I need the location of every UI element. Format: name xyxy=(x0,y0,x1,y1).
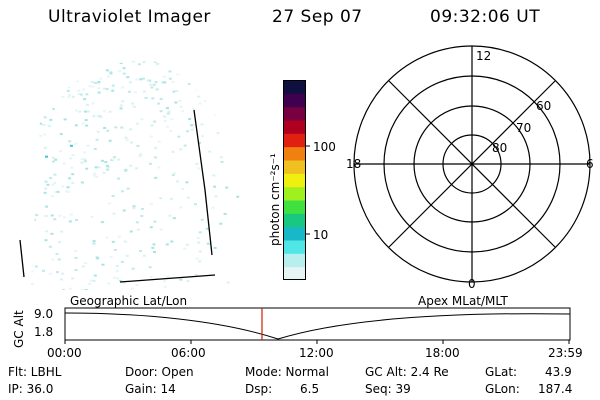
colorbar-band xyxy=(283,160,306,174)
header-date: 27 Sep 07 xyxy=(272,7,363,27)
colorbar-band xyxy=(283,146,306,161)
timeline-xtick-1800: 18:00 xyxy=(425,346,460,360)
uv-emission-pixels xyxy=(30,60,245,290)
colorbar-band xyxy=(283,253,306,268)
colorbar-band xyxy=(283,226,306,241)
timeline-ytick-high: 9.0 xyxy=(34,307,54,321)
colorbar-band xyxy=(283,106,306,121)
colorbar-band xyxy=(283,266,306,281)
header-title: Ultraviolet Imager xyxy=(48,7,211,27)
limb-line xyxy=(193,109,213,256)
info-mode: Mode: Normal xyxy=(245,365,329,379)
colorbar-band xyxy=(283,133,306,148)
polar-diagonal-2 xyxy=(388,80,556,248)
info-filter: Flt: LBHL xyxy=(8,365,62,379)
timeline-ylabel: GC Alt xyxy=(12,310,26,348)
colorbar-tick-10: 10 xyxy=(313,228,329,242)
info-glat-value: 43.9 xyxy=(545,365,572,379)
info-dsp: Dsp: xyxy=(245,382,273,396)
timeline-xtick-0000: 00:00 xyxy=(47,346,82,360)
colorbar-band xyxy=(283,200,306,214)
timeline-plot xyxy=(64,307,571,344)
mlt-label-right: 6 xyxy=(586,157,594,171)
lat-label-60: 60 xyxy=(536,99,551,113)
info-ip: IP: 36.0 xyxy=(8,382,54,396)
timeline-xtick-1200: 12:00 xyxy=(299,346,334,360)
colorbar-band xyxy=(283,240,306,254)
info-seq: Seq: 39 xyxy=(365,382,411,396)
colorbar-band xyxy=(283,93,306,108)
timeline-right-title: Apex MLat/MLT xyxy=(418,294,508,308)
colorbar-band xyxy=(283,173,306,188)
timeline-xtick-0600: 06:00 xyxy=(171,346,206,360)
info-dsp-value: 6.5 xyxy=(300,382,320,396)
timeline-xtick-2359: 23:59 xyxy=(548,346,583,360)
colorbar-band xyxy=(283,120,306,134)
colorbar-label: photon cm⁻²s⁻¹ xyxy=(268,153,282,246)
colorbar-band xyxy=(283,80,306,94)
colorbar-ticks xyxy=(306,145,310,235)
info-glat: GLat: xyxy=(485,365,518,379)
mlt-label-left: 18 xyxy=(346,157,361,171)
colorbar-band xyxy=(283,213,306,228)
edge-line xyxy=(19,239,25,278)
colorbar-band xyxy=(283,186,306,201)
mlt-label-top: 12 xyxy=(476,49,491,63)
colorbar xyxy=(283,80,306,281)
info-door: Door: Open xyxy=(125,365,194,379)
timeline-ytick-low: 1.8 xyxy=(34,325,54,339)
uv-image xyxy=(19,60,245,290)
header-time: 09:32:06 UT xyxy=(430,7,541,27)
lat-label-80: 80 xyxy=(492,141,507,155)
mlt-label-bottom: 0 xyxy=(468,277,476,290)
timeline-left-title: Geographic Lat/Lon xyxy=(70,294,188,308)
lat-label-70: 70 xyxy=(516,121,531,135)
altitude-curve xyxy=(64,312,571,340)
info-glon-value: 187.4 xyxy=(538,382,573,396)
info-gcalt: GC Alt: 2.4 Re xyxy=(365,365,449,379)
timeline-frame xyxy=(64,307,571,341)
polar-plot: 12 0 18 6 60 70 80 xyxy=(346,45,594,290)
info-gain: Gain: 14 xyxy=(125,382,176,396)
info-glon: GLon: xyxy=(485,382,520,396)
terminator-line xyxy=(119,274,216,283)
colorbar-tick-100: 100 xyxy=(313,140,336,154)
